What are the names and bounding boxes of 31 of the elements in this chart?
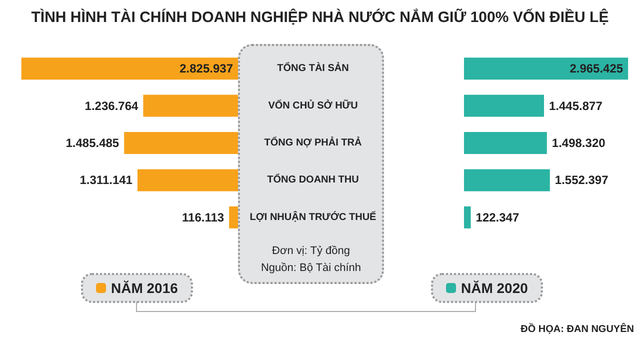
legend-label: NĂM 2016 bbox=[111, 280, 178, 296]
bar bbox=[464, 169, 550, 192]
data-label: 2.825.937 bbox=[180, 62, 234, 76]
y-tick-label: TỔNG TÀI SẢN bbox=[277, 62, 349, 74]
data-label: 1.552.397 bbox=[554, 173, 609, 188]
bar bbox=[229, 206, 238, 228]
data-label: 116.113 bbox=[182, 210, 224, 224]
data-label: 122.347 bbox=[476, 210, 520, 224]
data-label: 1.311.141 bbox=[80, 173, 133, 188]
bar bbox=[464, 94, 544, 117]
bar bbox=[464, 206, 471, 228]
data-label: 1.498.320 bbox=[552, 136, 606, 150]
legend-label: NĂM 2020 bbox=[461, 280, 528, 296]
bar bbox=[464, 58, 628, 80]
bar bbox=[464, 132, 547, 154]
text: Nguồn: Bộ Tài chính bbox=[260, 262, 362, 274]
data-label: 2.965.425 bbox=[570, 62, 624, 76]
text: Đơn vị: Tỷ đồng bbox=[271, 245, 351, 257]
text: TÌNH HÌNH TÀI CHÍNH DOANH NGHIỆP NHÀ NƯỚC NẮM GIỮ 100% VỐN ĐIỀU LỆ bbox=[30, 9, 610, 26]
bar bbox=[143, 94, 238, 117]
y-tick-label: LỢI NHUẬN TRƯỚC THUẾ bbox=[250, 210, 377, 223]
y-tick-label: TỔNG DOANH THU bbox=[267, 174, 359, 186]
bar bbox=[21, 58, 238, 80]
bar bbox=[124, 132, 238, 154]
y-tick-label: VỐN CHỦ SỞ HỮU bbox=[268, 99, 358, 112]
data-label: 1.485.485 bbox=[66, 136, 120, 150]
y-tick-label: TỔNG NỢ PHẢI TRẢ bbox=[264, 136, 362, 148]
data-label: 1.445.877 bbox=[549, 98, 603, 113]
data-label: 1.236.764 bbox=[84, 98, 138, 113]
bar bbox=[137, 169, 238, 192]
text: ĐỒ HỌA: ĐAN NGUYÊN bbox=[520, 324, 634, 335]
